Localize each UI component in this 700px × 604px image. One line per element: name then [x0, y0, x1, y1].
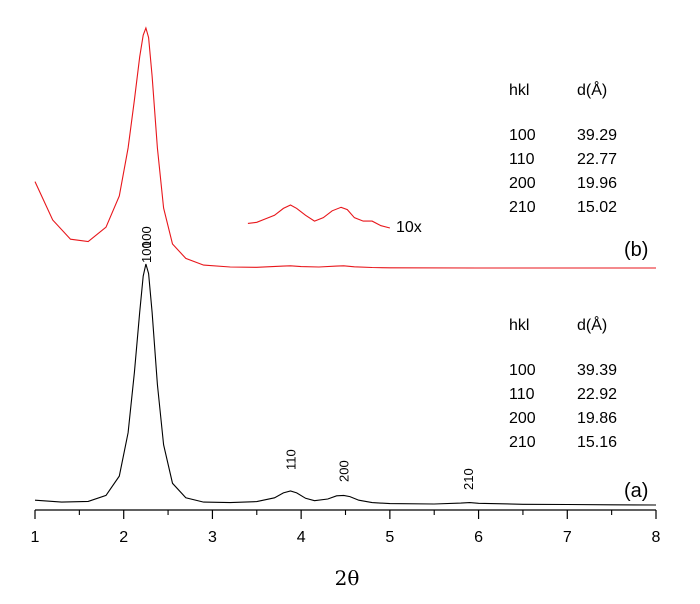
table-b-cell: 39.29 — [577, 127, 617, 144]
table-a-header: hkl — [509, 317, 529, 334]
x-tick-label: 8 — [652, 529, 661, 546]
x-axis-tick-labels: 1 2 3 4 5 6 7 8 — [31, 529, 661, 546]
table-b-cell: 210 — [509, 199, 536, 216]
hkl-table-b: hkl d(Å) 100 39.29 110 22.77 200 19.96 210 15.02 — [509, 80, 617, 216]
x-tick-label: 2 — [119, 529, 128, 546]
inset-10x-line — [247, 204, 391, 229]
table-a-cell: 210 — [509, 434, 536, 451]
hkl-table-a: hkl d(Å) 100 39.39 110 22.92 200 19.86 210 15.16 — [509, 315, 617, 451]
peak-labels: 100 110 200 210 100 — [139, 226, 476, 490]
table-a-cell: 19.86 — [577, 410, 617, 427]
peak-label-b-100: 100 — [139, 226, 154, 248]
inset-label: 10x — [396, 219, 422, 236]
series-a-label: (a) — [624, 480, 648, 502]
series-a-line — [34, 263, 657, 506]
peak-label-a-210: 210 — [461, 468, 476, 490]
table-a-cell: 22.92 — [577, 386, 617, 403]
table-a-cell: 200 — [509, 410, 536, 427]
table-a-header: d(Å) — [577, 315, 607, 334]
x-tick-label: 6 — [474, 529, 483, 546]
table-a-cell: 100 — [509, 362, 536, 379]
peak-label-a-100: 100 — [139, 241, 154, 263]
series-b-label: (b) — [624, 239, 648, 261]
peak-label-a-200: 200 — [337, 460, 352, 482]
table-b-cell: 22.77 — [577, 151, 617, 168]
table-a-cell: 39.39 — [577, 362, 617, 379]
series-b-line — [34, 26, 656, 269]
table-b-header: d(Å) — [577, 80, 607, 99]
table-b-header: hkl — [509, 82, 529, 99]
table-b-cell: 15.02 — [577, 199, 617, 216]
x-axis-ticks — [34, 510, 657, 519]
table-b-cell: 110 — [509, 151, 535, 168]
table-b-cell: 100 — [509, 127, 536, 144]
x-tick-label: 5 — [385, 529, 394, 546]
x-tick-label: 4 — [297, 529, 306, 546]
table-a-cell: 15.16 — [577, 434, 617, 451]
table-b-cell: 200 — [509, 175, 536, 192]
table-b-cell: 19.96 — [577, 175, 617, 192]
x-tick-label: 3 — [208, 529, 217, 546]
peak-label-a-110: 110 — [283, 449, 298, 470]
x-tick-label: 1 — [31, 529, 40, 546]
x-tick-label: 7 — [563, 529, 572, 546]
x-axis-label: 2θ — [335, 566, 360, 590]
table-a-cell: 110 — [509, 386, 535, 403]
